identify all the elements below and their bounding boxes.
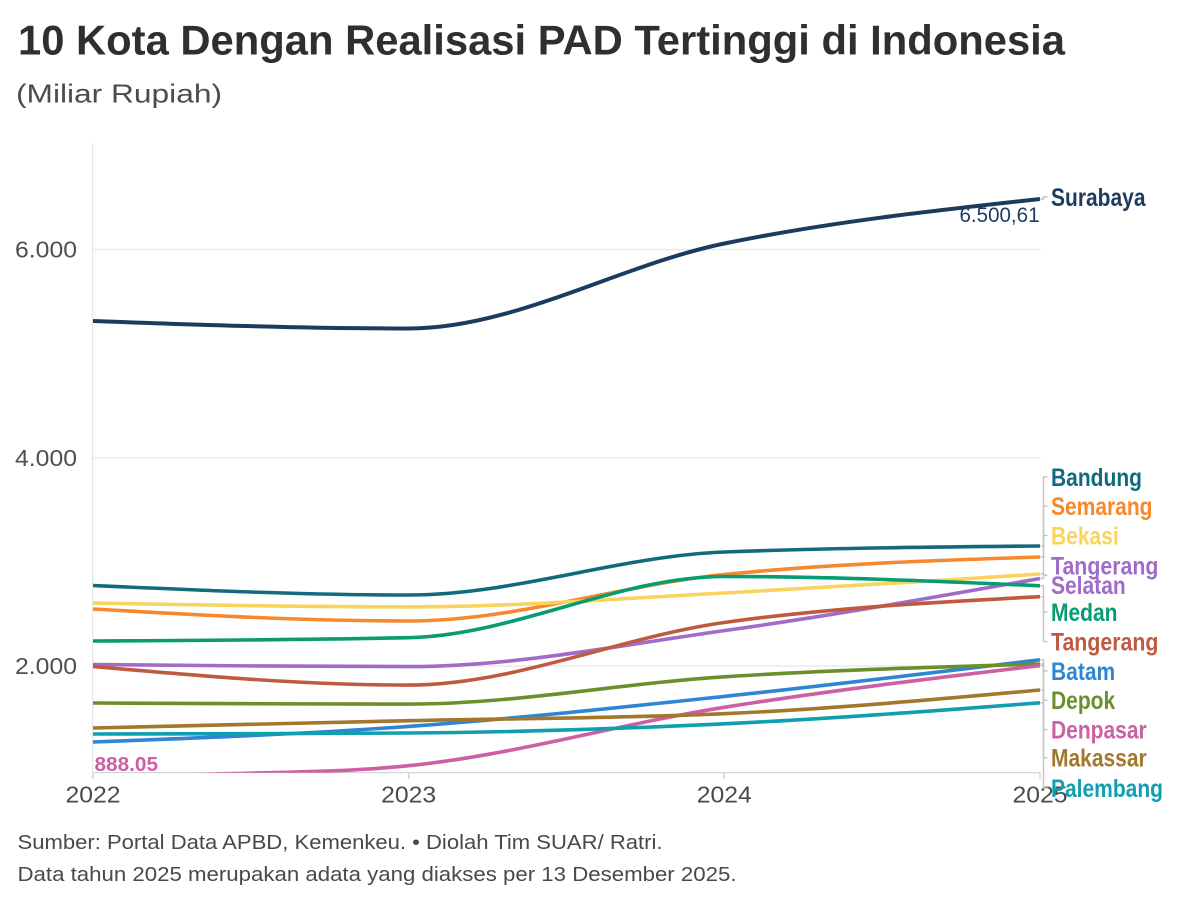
svg-text:Depok: Depok (1051, 687, 1115, 715)
svg-text:888.05: 888.05 (95, 754, 159, 776)
svg-text:Makassar: Makassar (1051, 745, 1147, 773)
svg-text:Medan: Medan (1051, 599, 1118, 627)
svg-text:2024: 2024 (697, 782, 752, 808)
svg-text:2022: 2022 (66, 782, 121, 808)
svg-text:Palembang: Palembang (1051, 775, 1163, 803)
svg-text:Surabaya: Surabaya (1051, 184, 1146, 212)
svg-text:Batam: Batam (1051, 658, 1115, 686)
svg-text:2023: 2023 (381, 782, 436, 808)
svg-text:Denpasar: Denpasar (1051, 717, 1147, 745)
svg-text:6.500,61: 6.500,61 (960, 204, 1040, 227)
svg-text:10 Kota Dengan Realisasi PAD T: 10 Kota Dengan Realisasi PAD Tertinggi d… (18, 16, 1066, 63)
svg-text:Semarang: Semarang (1051, 493, 1153, 521)
svg-text:Sumber: Portal Data APBD, Keme: Sumber: Portal Data APBD, Kemenkeu. • Di… (18, 832, 663, 854)
svg-text:Tangerang: Tangerang (1051, 553, 1158, 581)
svg-text:Bandung: Bandung (1051, 464, 1142, 492)
svg-text:4.000: 4.000 (15, 445, 77, 471)
svg-text:6.000: 6.000 (15, 237, 77, 263)
svg-text:Data tahun 2025 merupakan adat: Data tahun 2025 merupakan adata yang dia… (18, 864, 737, 886)
svg-text:Bekasi: Bekasi (1051, 523, 1119, 551)
svg-text:2.000: 2.000 (15, 653, 77, 679)
svg-text:2025: 2025 (1013, 782, 1068, 808)
svg-text:Selatan: Selatan (1051, 572, 1126, 600)
svg-text:(Miliar Rupiah): (Miliar Rupiah) (16, 79, 222, 109)
svg-text:Tangerang: Tangerang (1051, 629, 1158, 657)
